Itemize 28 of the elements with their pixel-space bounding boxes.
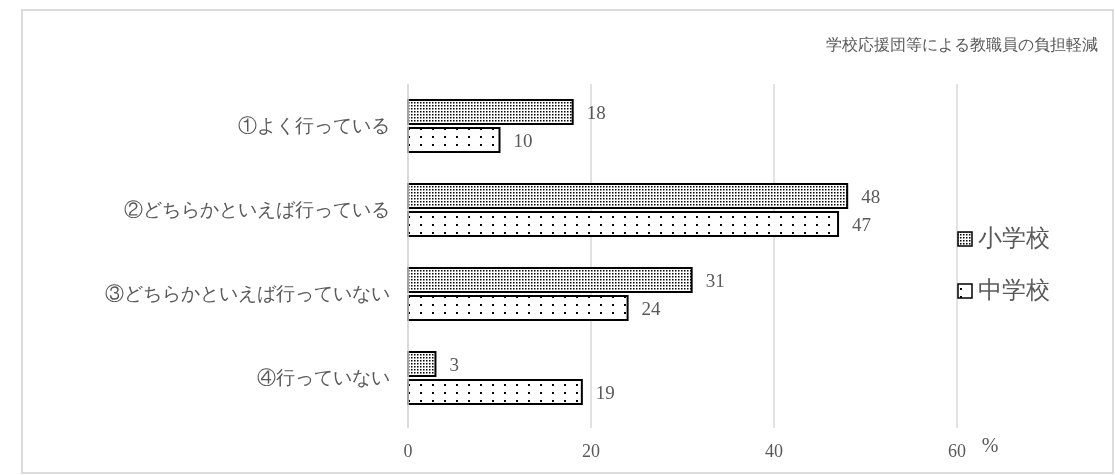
bar [407,127,501,153]
legend-label: 小学校 [978,225,1050,251]
x-tick-label: 20 [582,441,600,461]
legend-label: 中学校 [978,277,1050,303]
data-label: 19 [595,382,615,403]
data-label: 10 [513,130,533,151]
data-label: 48 [861,186,881,207]
bar [407,351,437,377]
data-label: 18 [586,102,606,123]
x-tick-label: 60 [948,441,966,461]
x-axis-title: % [981,434,999,456]
bar [407,211,840,237]
y-tick-label: ②どちらかといえば行っている [124,199,390,220]
bar [407,379,583,405]
x-tick-label: 0 [403,441,413,461]
data-label: 24 [641,298,662,319]
bar [407,295,629,321]
data-label: 47 [852,214,872,235]
x-tick-label: 40 [765,441,783,461]
bar [407,267,693,293]
data-label: 3 [449,354,459,375]
y-tick-label: ③どちらかといえば行っていない [105,283,390,304]
bar [407,183,849,209]
chart-title: 学校応援団等による教職員の負担軽減 [826,36,1098,53]
y-tick-label: ④行っていない [257,367,390,388]
y-tick-label: ①よく行っている [238,115,390,136]
bar [407,99,574,125]
data-label: 31 [705,270,725,291]
